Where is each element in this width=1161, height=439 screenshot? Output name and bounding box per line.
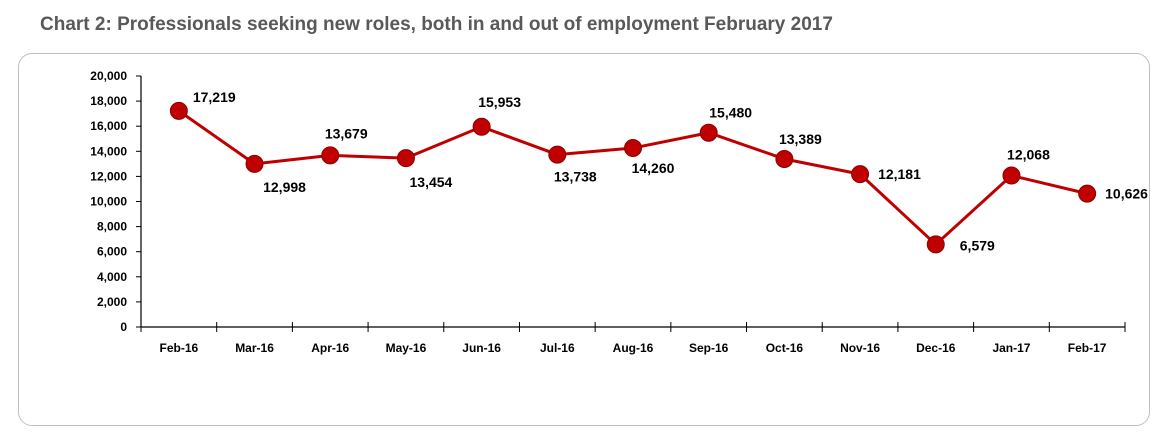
- data-point: [775, 149, 794, 168]
- x-tick-label: Feb-17: [1068, 341, 1107, 355]
- data-point: [245, 154, 264, 173]
- series-line: [177, 109, 1088, 246]
- data-label: 10,626: [1105, 186, 1148, 202]
- data-label: 6,579: [960, 237, 995, 253]
- data-label: 13,738: [554, 169, 597, 185]
- data-label: 12,068: [1007, 147, 1050, 163]
- chart-title: Chart 2: Professionals seeking new roles…: [40, 14, 833, 35]
- data-point: [472, 117, 491, 136]
- x-tick-label: Nov-16: [840, 341, 880, 355]
- y-tick-label: 12,000: [90, 169, 127, 183]
- data-label: 15,480: [709, 105, 752, 121]
- data-label: 13,389: [779, 131, 822, 147]
- data-label: 13,679: [325, 125, 368, 141]
- x-tick-label: May-16: [386, 341, 427, 355]
- y-tick-label: 4,000: [97, 270, 127, 284]
- y-tick-label: 0: [120, 320, 127, 334]
- x-tick-label: Dec-16: [916, 341, 956, 355]
- data-point: [699, 123, 718, 142]
- chart-frame: [18, 53, 1150, 426]
- x-tick-label: Feb-16: [160, 341, 199, 355]
- x-tick-label: Mar-16: [235, 341, 274, 355]
- data-point: [624, 139, 642, 158]
- y-tick-label: 8,000: [97, 220, 127, 234]
- x-tick-label: Jan-17: [992, 341, 1030, 355]
- y-tick-label: 14,000: [90, 144, 127, 158]
- data-label: 13,454: [410, 174, 453, 190]
- data-label: 12,998: [263, 179, 306, 195]
- x-tick-label: Jun-16: [462, 341, 501, 355]
- data-points: [169, 101, 1097, 254]
- data-label: 12,181: [878, 166, 921, 182]
- series-line-path: [177, 109, 1088, 246]
- data-labels: 17,219 12,998 13,679 13,454 15,953 13,738 14,2…: [193, 89, 1148, 254]
- data-label: 15,953: [478, 94, 521, 110]
- data-point: [169, 101, 188, 120]
- x-tick-label: Sep-16: [689, 341, 729, 355]
- data-point: [851, 165, 870, 184]
- data-label: 14,260: [632, 160, 675, 176]
- x-tick-label: Jul-16: [540, 341, 575, 355]
- y-tick-label: 10,000: [90, 195, 127, 209]
- y-tick-label: 20,000: [90, 69, 127, 83]
- data-point: [1078, 184, 1097, 203]
- x-tick-label: Oct-16: [766, 341, 804, 355]
- data-point: [926, 235, 945, 254]
- data-point: [548, 145, 567, 164]
- y-tick-label: 6,000: [97, 245, 127, 259]
- y-tick-label: 16,000: [90, 119, 127, 133]
- data-point: [396, 149, 415, 168]
- y-tick-label: 2,000: [97, 295, 127, 309]
- axes: 0 2,000 4,000 6,000 8,000 10,000 12,000 14,000 1…: [90, 69, 1126, 355]
- x-tick-label: Apr-16: [311, 341, 349, 355]
- data-label: 17,219: [193, 89, 236, 105]
- data-point: [321, 146, 340, 165]
- data-point: [1002, 166, 1021, 185]
- y-tick-label: 18,000: [90, 94, 127, 108]
- x-tick-label: Aug-16: [613, 341, 654, 355]
